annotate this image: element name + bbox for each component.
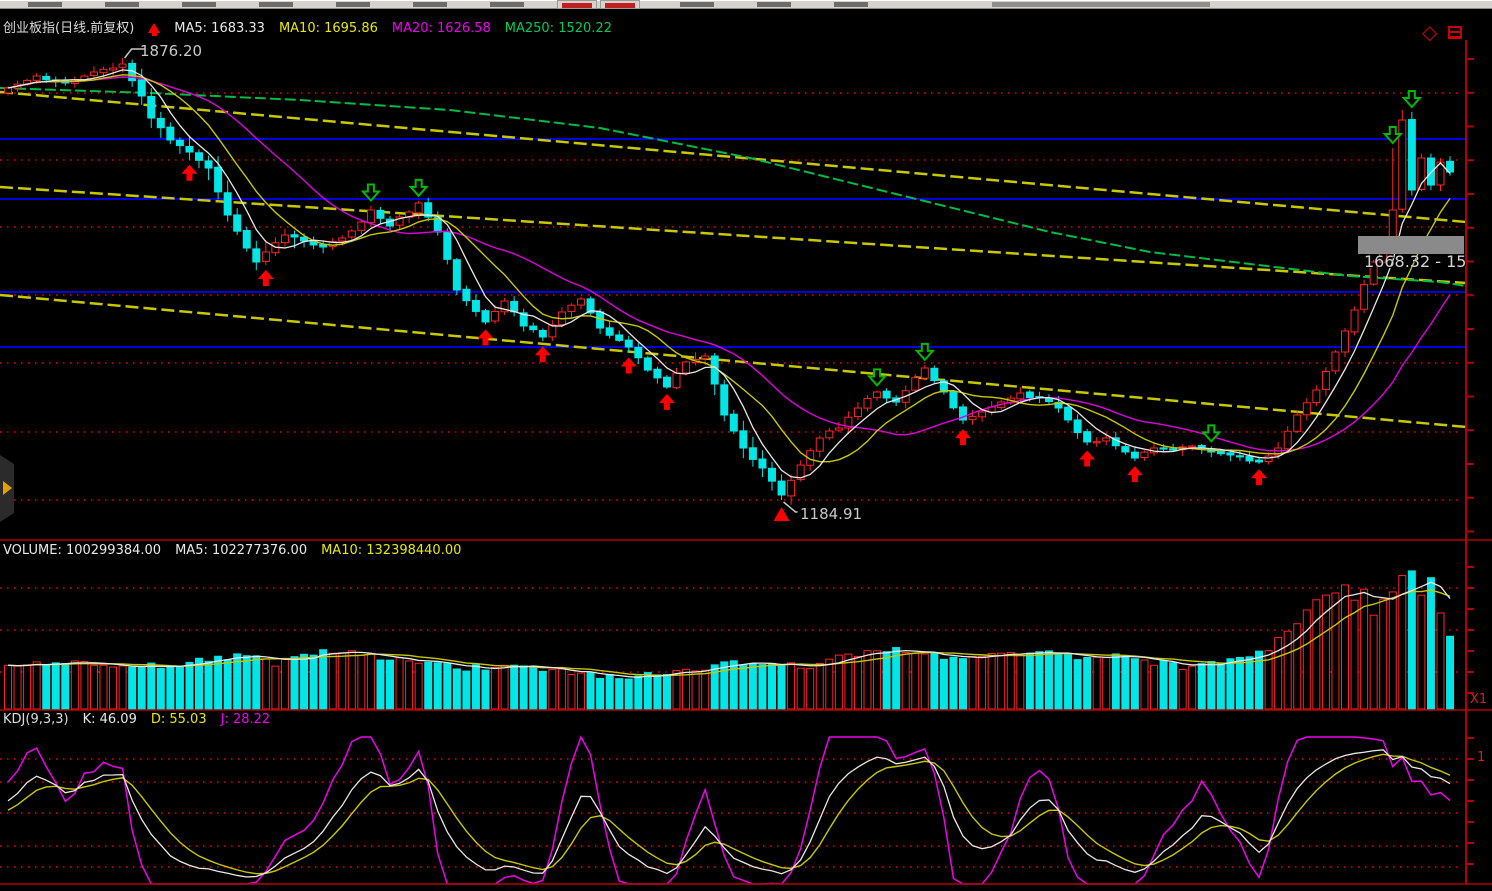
sell-signal-arrow: [1401, 90, 1423, 109]
sell-signal-arrow: [1382, 126, 1403, 145]
sell-signal-arrow: [1201, 424, 1222, 443]
menubar-clipped-item: [413, 2, 447, 7]
buy-signal-arrow: [1251, 469, 1268, 486]
buy-signal-arrow: [620, 357, 637, 374]
kdj-scale-label: 1: [1477, 750, 1486, 765]
menubar-clipped-item: [259, 2, 293, 7]
buy-signal-arrow: [477, 329, 494, 346]
last-price-tooltip-box: [1358, 236, 1464, 254]
up-arrow-icon: [148, 23, 161, 36]
period-low-label: 1184.91: [800, 505, 863, 523]
menubar-title-stub: [992, 2, 1210, 7]
menubar-clipped-item: [757, 2, 791, 7]
menubar-clipped-item: [28, 2, 62, 7]
ma5-value: MA5: 1683.33: [174, 21, 265, 36]
volume-ma10-value: MA10: 132398440.00: [321, 543, 462, 558]
buy-signal-arrow: [1079, 450, 1096, 467]
buy-signal-arrow: [658, 393, 675, 410]
menubar-clipped-item: [680, 2, 714, 7]
kdj-k-value: K: 46.09: [82, 712, 137, 727]
volume-pane-header: VOLUME: 100299384.00 MA5: 102277376.00 MA1…: [3, 543, 475, 559]
sell-signal-arrow: [360, 183, 382, 203]
buy-signal-arrow: [955, 429, 971, 446]
sell-signal-arrow: [866, 368, 888, 387]
ma250-value: MA250: 1520.22: [504, 21, 612, 36]
menubar-clipped-item: [105, 2, 139, 7]
diamond-icon[interactable]: ◇: [1422, 20, 1438, 44]
buy-signal-arrow: [1126, 466, 1143, 483]
main-chart-header: 创业板指(日线.前复权) MA5: 1683.33 MA10: 1695.86 MA2…: [3, 21, 626, 37]
restore-window-icon[interactable]: [1448, 26, 1462, 39]
ma20-value: MA20: 1626.58: [391, 21, 491, 36]
menubar[interactable]: [0, 0, 1492, 10]
volume-ma5-value: MA5: 102277376.00: [175, 543, 308, 558]
volume-scale-label: X1: [1470, 692, 1488, 707]
buy-signal-arrow: [257, 270, 274, 287]
menubar-clipped-item: [490, 2, 524, 7]
menubar-clipped-item: [834, 2, 868, 7]
sidebar-collapse-tab[interactable]: [0, 455, 14, 522]
menubar-quote-box: [600, 0, 640, 9]
expand-right-arrow-icon: [3, 481, 12, 495]
buy-signal-arrow: [534, 346, 551, 363]
kdj-j-value: J: 28.22: [220, 712, 271, 727]
kdj-pane-header: KDJ(9,3,3) K: 46.09 D: 55.03 J: 28.22: [3, 712, 284, 728]
ma10-value: MA10: 1695.86: [278, 21, 378, 36]
period-high-label: 1876.20: [140, 42, 203, 60]
sell-signal-arrow: [914, 342, 936, 362]
volume-value: VOLUME: 100299384.00: [3, 543, 162, 558]
menubar-clipped-item: [336, 2, 370, 7]
kdj-d-value: D: 55.03: [150, 712, 207, 727]
kdj-title: KDJ(9,3,3): [3, 712, 69, 727]
last-price-readout: 1668.32 - 15: [1364, 252, 1467, 271]
menubar-quote-box: [557, 0, 597, 9]
instrument-title: 创业板指(日线.前复权): [3, 21, 135, 36]
menubar-clipped-item: [182, 2, 216, 7]
sell-signal-arrow: [408, 178, 429, 198]
buy-signal-arrow: [181, 164, 198, 181]
